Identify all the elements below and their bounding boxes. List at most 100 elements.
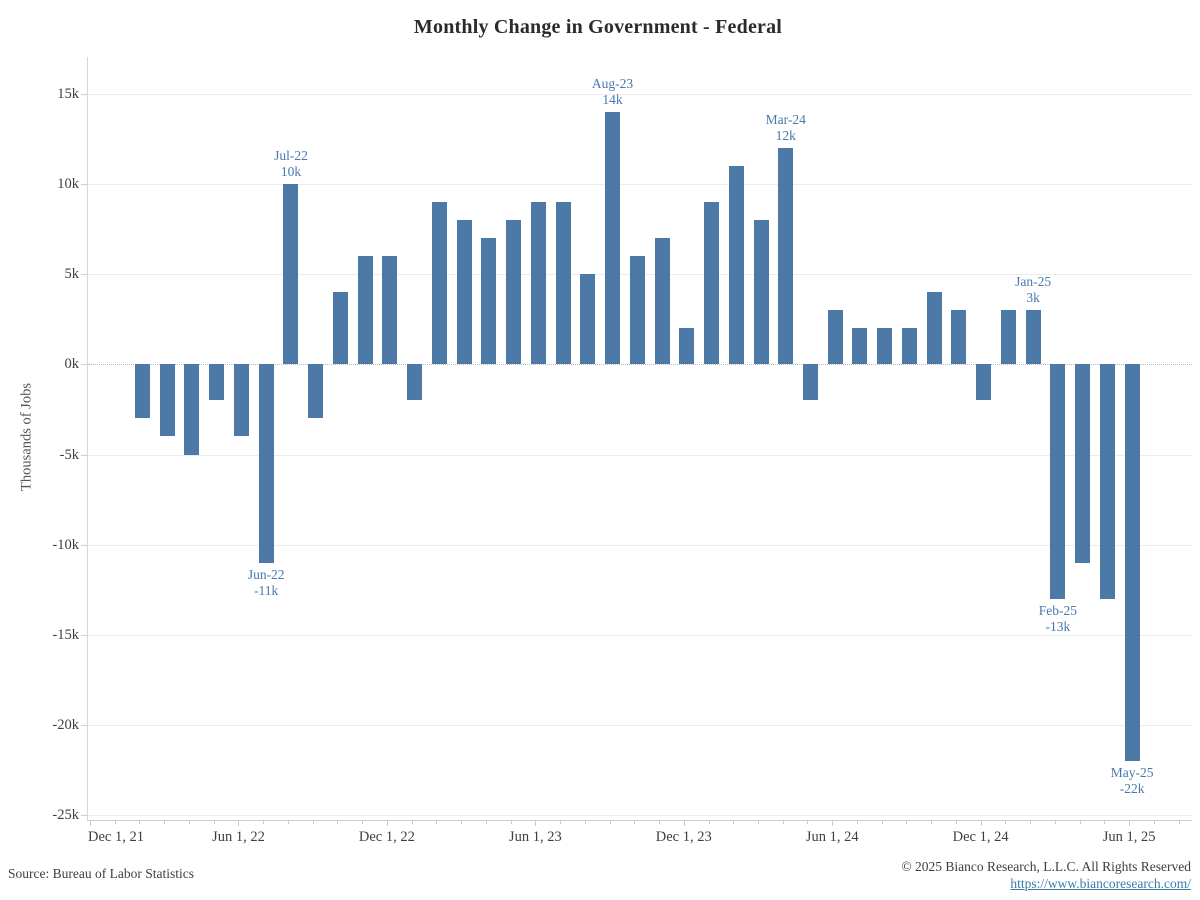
x-tick-mark xyxy=(386,820,388,826)
x-tick-mark xyxy=(832,820,834,826)
x-tick-mark xyxy=(485,820,487,824)
y-tick-mark xyxy=(81,93,87,95)
y-axis-title: Thousands of Jobs xyxy=(18,383,35,491)
bar-Nov-24[interactable] xyxy=(976,364,992,401)
bar-Mar-22[interactable] xyxy=(184,364,200,455)
bar-Oct-24[interactable] xyxy=(951,310,967,365)
y-tick-label: 5k xyxy=(64,266,80,283)
x-tick-mark xyxy=(238,820,240,826)
x-tick-mark xyxy=(708,820,710,824)
x-tick-mark xyxy=(510,820,512,824)
y-tick-label: 0k xyxy=(64,356,80,373)
annotation-Feb-25-value: -13k xyxy=(1045,618,1071,634)
x-tick-mark xyxy=(312,820,314,824)
x-tick-mark xyxy=(659,820,661,824)
bar-May-25[interactable] xyxy=(1124,364,1140,762)
bar-Jul-23[interactable] xyxy=(580,274,596,365)
gridline--20k xyxy=(88,725,1192,727)
bar-Sep-23[interactable] xyxy=(629,256,645,365)
annotation-Aug-23-value: 14k xyxy=(602,91,623,107)
biancoresearch-link[interactable]: https://www.biancoresearch.com/ xyxy=(1010,876,1191,891)
x-tick-mark xyxy=(1030,820,1032,824)
annotation-Jul-22-value: 10k xyxy=(280,163,302,179)
x-tick-mark xyxy=(955,820,957,824)
bar-Aug-24[interactable] xyxy=(901,328,917,365)
bar-Jun-24[interactable] xyxy=(852,328,868,365)
x-tick-mark xyxy=(164,820,166,824)
x-tick-label: Jun 1, 23 xyxy=(508,829,562,845)
x-tick-mark xyxy=(362,820,364,824)
bar-Apr-24[interactable] xyxy=(802,364,818,401)
bar-Apr-23[interactable] xyxy=(506,219,522,365)
bar-May-24[interactable] xyxy=(827,310,843,365)
bar-Oct-23[interactable] xyxy=(654,237,670,365)
x-tick-mark xyxy=(906,820,908,824)
y-tick-mark xyxy=(81,815,87,817)
annotation-Jan-25-value: 3k xyxy=(1026,290,1040,306)
bar-Aug-23[interactable] xyxy=(605,111,621,365)
y-tick-label: 15k xyxy=(57,85,79,102)
x-tick-mark xyxy=(757,820,759,824)
bar-Nov-22[interactable] xyxy=(382,256,398,365)
bar-Feb-25[interactable] xyxy=(1050,364,1066,599)
x-tick-mark xyxy=(411,820,413,824)
x-tick-label: Dec 1, 24 xyxy=(952,829,1009,845)
bar-Mar-24[interactable] xyxy=(778,147,794,365)
bar-Oct-22[interactable] xyxy=(357,256,373,365)
x-tick-mark xyxy=(461,820,463,824)
bar-Apr-25[interactable] xyxy=(1099,364,1115,599)
bar-Nov-23[interactable] xyxy=(679,328,695,365)
annotation-Aug-23-date: Aug-23 xyxy=(591,75,634,91)
x-tick-mark xyxy=(114,820,116,824)
bar-Dec-22[interactable] xyxy=(407,364,423,401)
bar-Jul-24[interactable] xyxy=(877,328,893,365)
bar-Jan-24[interactable] xyxy=(728,165,744,365)
bar-Apr-22[interactable] xyxy=(209,364,225,401)
bar-Jul-22[interactable] xyxy=(283,183,299,365)
x-tick-label: Jun 1, 24 xyxy=(805,829,859,845)
bar-Aug-22[interactable] xyxy=(308,364,324,419)
x-tick-mark xyxy=(560,820,562,824)
annotation-Mar-24-value: 12k xyxy=(775,127,796,143)
annotation-Jul-22-date: Jul-22 xyxy=(274,147,308,163)
bar-Dec-24[interactable] xyxy=(1000,310,1016,365)
bar-Feb-23[interactable] xyxy=(456,219,472,365)
annotation-Mar-24-date: Mar-24 xyxy=(765,111,806,127)
bar-Jun-23[interactable] xyxy=(555,201,571,365)
x-tick-mark xyxy=(337,820,339,824)
y-tick-mark xyxy=(81,454,87,456)
bar-Mar-25[interactable] xyxy=(1075,364,1091,563)
x-tick-mark xyxy=(1104,820,1106,824)
copyright-note: © 2025 Bianco Research, L.L.C. All Right… xyxy=(901,859,1191,874)
bar-May-23[interactable] xyxy=(530,201,546,365)
y-tick-label: -25k xyxy=(52,807,79,824)
y-tick-mark xyxy=(81,544,87,546)
annotation-May-25-value: -22k xyxy=(1119,781,1145,797)
x-tick-label: Jun 1, 22 xyxy=(212,829,265,845)
bar-Jan-22[interactable] xyxy=(135,364,150,419)
gridline--15k xyxy=(88,634,1192,636)
y-tick-label: -15k xyxy=(52,626,79,643)
x-tick-mark xyxy=(1054,820,1056,824)
x-tick-label: Dec 1, 22 xyxy=(358,829,415,845)
source-note: Source: Bureau of Labor Statistics xyxy=(8,866,194,881)
bar-Feb-22[interactable] xyxy=(159,364,175,437)
bar-Sep-22[interactable] xyxy=(332,292,348,365)
bar-May-22[interactable] xyxy=(233,364,249,437)
x-tick-mark xyxy=(436,820,438,824)
bar-Feb-24[interactable] xyxy=(753,219,769,365)
x-tick-label: Dec 1, 23 xyxy=(655,829,712,845)
bar-Dec-23[interactable] xyxy=(704,201,720,365)
bar-Jun-22[interactable] xyxy=(258,364,274,563)
bar-Jan-25[interactable] xyxy=(1025,310,1041,365)
bar-Jan-23[interactable] xyxy=(431,201,447,365)
x-tick-mark xyxy=(535,820,537,826)
y-tick-mark xyxy=(81,364,87,366)
bar-Sep-24[interactable] xyxy=(926,292,942,365)
x-tick-mark xyxy=(188,820,190,824)
x-tick-mark xyxy=(139,820,141,824)
x-tick-label: Dec 1, 21 xyxy=(88,829,144,845)
y-tick-label: 10k xyxy=(57,175,79,192)
bar-Mar-23[interactable] xyxy=(481,237,497,365)
